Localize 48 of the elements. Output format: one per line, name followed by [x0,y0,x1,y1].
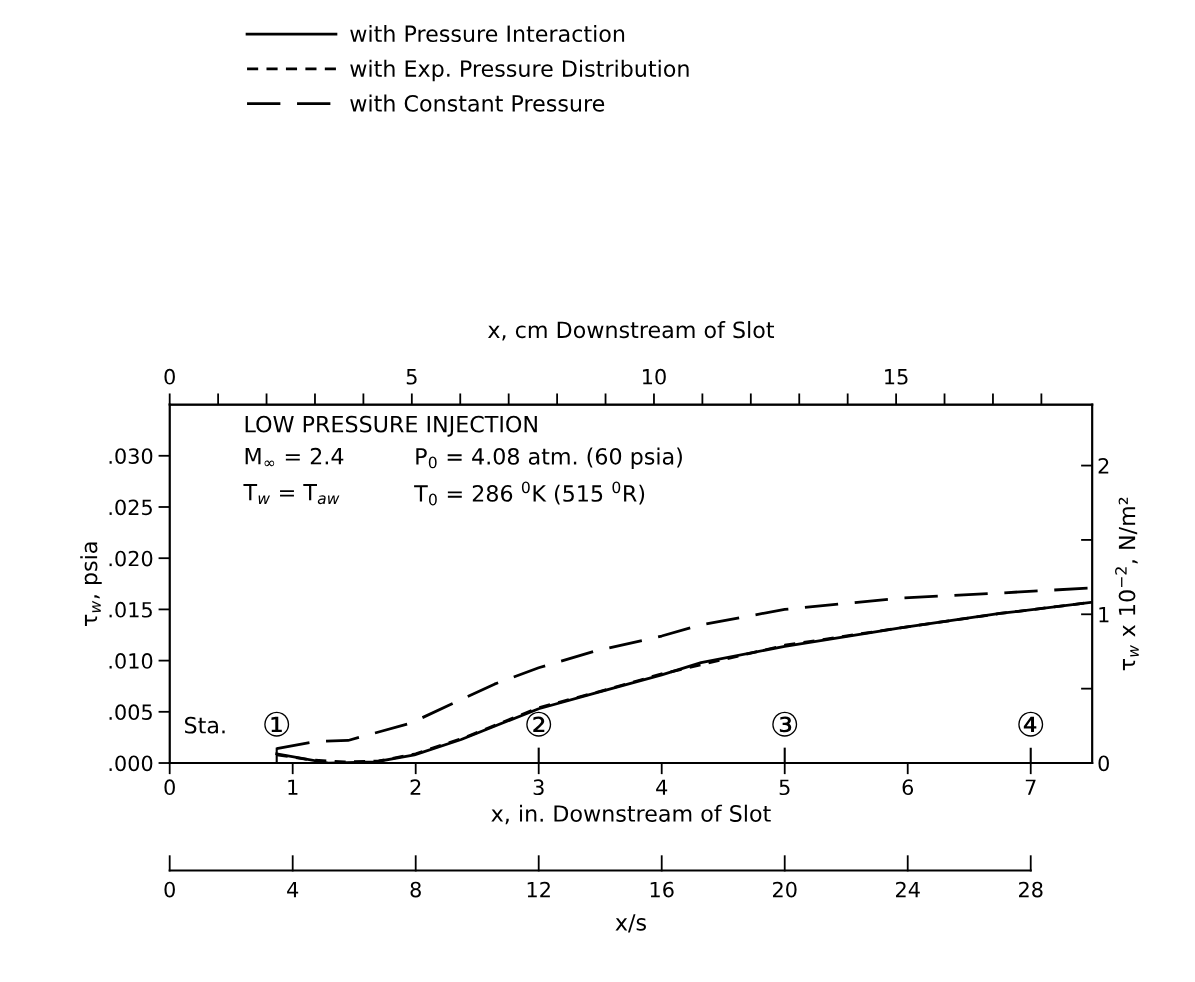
text: 0 [164,881,175,898]
text: 4 [287,881,299,898]
x2-tick-label: 5 [406,369,417,385]
text: 12 [527,881,550,898]
x2-tick-label: 15 [885,369,908,385]
x-tick-label: 2 [410,779,421,795]
y-tick-label: .015 [109,601,152,618]
annotation: ③ [772,711,798,737]
y-tick-label: .005 [109,704,152,721]
x-tick-label: 4 [656,779,668,795]
x-tick-label: 6 [902,779,914,796]
y-axis-title: τ$_{w}$, psia [80,542,102,627]
annotation: M$_{∞}$ = 2.4 [245,447,344,467]
annotation: T$_{0}$ = 286 $^{0}$K (515 $^{0}$R) [414,481,645,506]
y2-tick-label: 2 [1098,458,1109,474]
text: 20 [772,881,797,898]
y2-tick-label: 1 [1099,607,1109,623]
annotation: ① [264,711,290,737]
x-tick-label: 0 [164,779,175,796]
text: 24 [895,881,920,898]
legend-label: with Exp. Pressure Distribution [350,59,689,82]
legend-label: with Constant Pressure [350,94,605,112]
y-tick-label: .010 [109,653,153,669]
annotation: P$_{0}$ = 4.08 atm. (60 psia) [416,447,682,470]
x2-axis-title: x, cm Downstream of Slot [488,321,775,341]
y-tick-label: .020 [109,550,153,567]
annotation: ② [526,711,552,737]
x-axis-title: x, in. Downstream of Slot [491,804,771,825]
y2-tick-label: 0 [1098,755,1109,772]
x-tick-label: 5 [779,779,790,796]
x2-tick-label: 0 [164,368,175,385]
text: 28 [1019,881,1043,898]
annotation: LOW PRESSURE INJECTION [245,415,537,437]
y2-axis-title: τ$_{w}$ x 10$^{−2}$, N/m² [1115,497,1139,671]
text: 16 [650,881,674,898]
x2-tick-label: 10 [643,368,666,385]
x-tick-label: 7 [1025,779,1036,795]
text: 8 [410,881,421,898]
x-tick-label: 1 [288,779,298,795]
annotation: ④ [1018,711,1044,737]
x-tick-label: 3 [533,779,544,796]
y-tick-label: .025 [109,499,152,516]
legend-label: with Pressure Interaction [350,24,625,43]
y-tick-label: .030 [109,448,153,464]
y-tick-label: .000 [109,755,153,772]
annotation: T$_{w}$ = T$_{aw}$ [243,484,340,505]
text: x/s [615,914,646,933]
annotation: Sta. [184,716,225,734]
